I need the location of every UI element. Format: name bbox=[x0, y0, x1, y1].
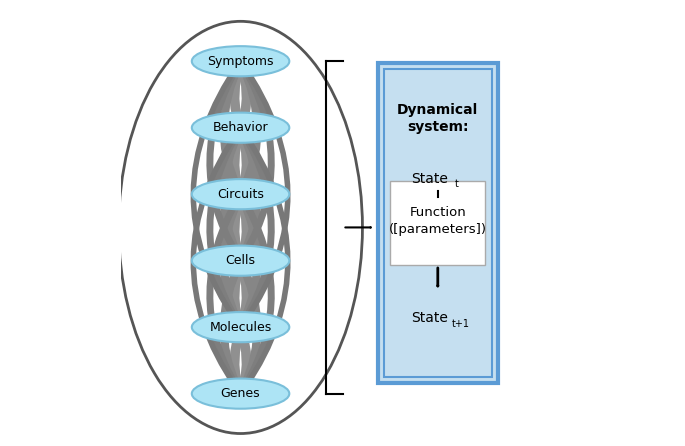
FancyArrowPatch shape bbox=[224, 197, 239, 318]
FancyBboxPatch shape bbox=[378, 63, 497, 383]
FancyArrowPatch shape bbox=[241, 197, 247, 250]
FancyArrowPatch shape bbox=[234, 130, 240, 183]
FancyArrowPatch shape bbox=[210, 197, 239, 386]
Text: Behavior: Behavior bbox=[213, 121, 269, 134]
Text: Genes: Genes bbox=[221, 387, 260, 400]
FancyArrowPatch shape bbox=[210, 130, 239, 319]
Ellipse shape bbox=[192, 312, 289, 342]
FancyArrowPatch shape bbox=[224, 64, 239, 185]
Text: Molecules: Molecules bbox=[210, 321, 272, 334]
FancyArrowPatch shape bbox=[242, 263, 258, 384]
Text: t+1: t+1 bbox=[452, 319, 470, 329]
FancyArrowPatch shape bbox=[234, 330, 240, 383]
FancyArrowPatch shape bbox=[193, 130, 239, 387]
Ellipse shape bbox=[192, 179, 289, 209]
FancyArrowPatch shape bbox=[242, 130, 258, 252]
FancyArrowPatch shape bbox=[224, 263, 239, 384]
FancyArrowPatch shape bbox=[242, 63, 288, 321]
FancyArrowPatch shape bbox=[234, 197, 240, 250]
FancyArrowPatch shape bbox=[242, 64, 271, 253]
Text: Dynamical
system:: Dynamical system: bbox=[397, 103, 478, 135]
Text: Cells: Cells bbox=[225, 254, 256, 267]
FancyArrowPatch shape bbox=[241, 64, 247, 117]
Ellipse shape bbox=[192, 113, 289, 143]
FancyArrowPatch shape bbox=[241, 330, 247, 383]
FancyArrowPatch shape bbox=[210, 64, 239, 253]
Ellipse shape bbox=[192, 246, 289, 276]
FancyArrowPatch shape bbox=[234, 64, 240, 117]
FancyArrowPatch shape bbox=[234, 263, 240, 316]
Text: State: State bbox=[412, 311, 448, 325]
FancyArrowPatch shape bbox=[241, 130, 247, 183]
FancyArrowPatch shape bbox=[242, 197, 258, 318]
Text: Symptoms: Symptoms bbox=[208, 55, 274, 68]
FancyArrowPatch shape bbox=[242, 130, 288, 387]
Text: t: t bbox=[454, 179, 458, 189]
FancyArrowPatch shape bbox=[241, 263, 247, 316]
FancyArrowPatch shape bbox=[242, 130, 271, 319]
Text: Function
([parameters]): Function ([parameters]) bbox=[389, 206, 487, 236]
FancyArrowPatch shape bbox=[193, 63, 239, 321]
Ellipse shape bbox=[192, 46, 289, 76]
FancyBboxPatch shape bbox=[390, 181, 486, 265]
FancyArrowPatch shape bbox=[224, 130, 239, 252]
Ellipse shape bbox=[192, 379, 289, 409]
FancyArrowPatch shape bbox=[242, 64, 258, 185]
Text: Circuits: Circuits bbox=[217, 188, 264, 201]
Text: State: State bbox=[412, 172, 448, 186]
FancyArrowPatch shape bbox=[242, 197, 271, 386]
